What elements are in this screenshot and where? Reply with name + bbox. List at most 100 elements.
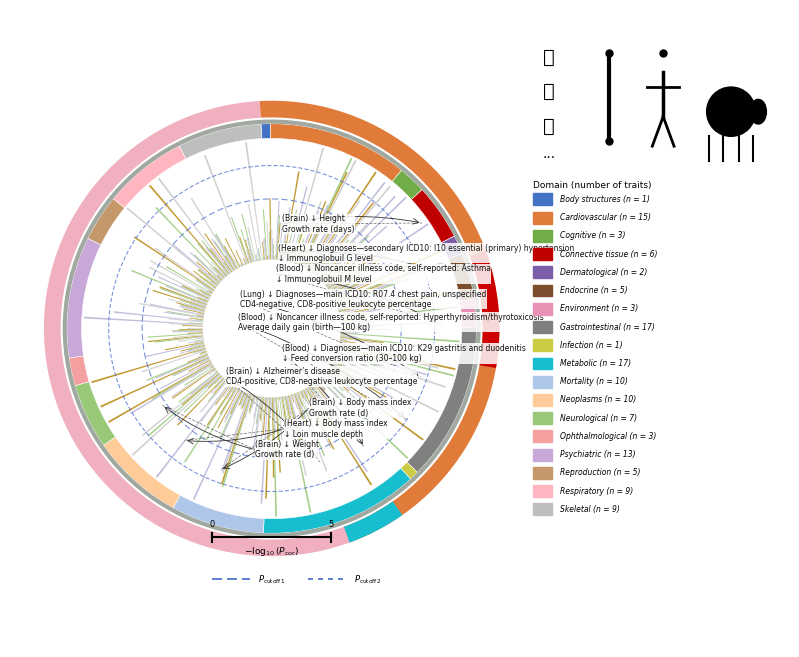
Wedge shape <box>340 319 356 321</box>
Wedge shape <box>302 390 332 448</box>
Wedge shape <box>329 367 354 384</box>
Wedge shape <box>324 261 350 284</box>
Wedge shape <box>191 300 207 306</box>
Wedge shape <box>322 375 354 405</box>
Wedge shape <box>149 267 210 298</box>
Wedge shape <box>190 304 205 309</box>
Wedge shape <box>182 325 203 327</box>
Wedge shape <box>303 243 316 267</box>
Wedge shape <box>308 387 316 400</box>
Wedge shape <box>339 345 348 348</box>
Wedge shape <box>177 296 206 307</box>
Wedge shape <box>327 283 333 287</box>
Text: $P_\mathrm{cutoff\,1}$: $P_\mathrm{cutoff\,1}$ <box>258 573 286 585</box>
Wedge shape <box>333 279 368 297</box>
Wedge shape <box>240 392 246 405</box>
Wedge shape <box>336 355 343 358</box>
Wedge shape <box>300 391 306 401</box>
Wedge shape <box>225 259 233 272</box>
Wedge shape <box>321 376 324 380</box>
Wedge shape <box>283 397 287 420</box>
Wedge shape <box>310 386 368 472</box>
Wedge shape <box>323 267 340 283</box>
Wedge shape <box>263 256 264 260</box>
Wedge shape <box>314 263 324 275</box>
Wedge shape <box>336 352 355 359</box>
Wedge shape <box>307 388 316 401</box>
Wedge shape <box>331 363 348 373</box>
Wedge shape <box>148 374 220 436</box>
Wedge shape <box>282 241 286 260</box>
Wedge shape <box>340 317 344 318</box>
Wedge shape <box>181 345 205 351</box>
Text: Endocrine (n = 5): Endocrine (n = 5) <box>560 286 627 295</box>
Wedge shape <box>230 388 237 401</box>
Wedge shape <box>339 343 455 370</box>
Wedge shape <box>228 385 233 392</box>
Wedge shape <box>329 223 428 290</box>
Wedge shape <box>215 376 223 384</box>
Wedge shape <box>201 240 229 275</box>
Wedge shape <box>319 196 396 279</box>
Wedge shape <box>319 378 346 406</box>
Wedge shape <box>316 185 391 276</box>
Wedge shape <box>191 365 213 378</box>
Text: (Heart) ↓ Diagnoses—secondary ICD10: I10 essential (primary) hypertension
↓ Immu: (Heart) ↓ Diagnoses—secondary ICD10: I10… <box>278 244 574 263</box>
Bar <box>533 248 552 260</box>
Wedge shape <box>251 396 259 436</box>
Wedge shape <box>155 336 203 343</box>
Wedge shape <box>325 276 336 285</box>
Wedge shape <box>316 380 325 390</box>
Wedge shape <box>335 290 358 301</box>
Wedge shape <box>264 238 266 260</box>
Text: (Blood) ↓ Diagnoses—main ICD10: K29 gastritis and duodenitis
↓ Feed conversion r: (Blood) ↓ Diagnoses—main ICD10: K29 gast… <box>282 344 526 363</box>
Wedge shape <box>188 346 205 351</box>
Wedge shape <box>241 393 248 409</box>
Wedge shape <box>332 363 405 405</box>
Wedge shape <box>256 396 257 397</box>
Wedge shape <box>145 343 205 357</box>
Wedge shape <box>256 254 258 261</box>
Wedge shape <box>326 371 384 416</box>
Text: Neurological (n = 7): Neurological (n = 7) <box>560 414 637 422</box>
Wedge shape <box>260 397 268 504</box>
Wedge shape <box>340 334 348 335</box>
Bar <box>533 394 552 406</box>
Wedge shape <box>252 395 253 397</box>
Wedge shape <box>187 354 208 363</box>
Wedge shape <box>172 368 216 399</box>
Wedge shape <box>225 238 240 267</box>
Wedge shape <box>215 384 231 405</box>
Text: 0: 0 <box>209 520 215 529</box>
Wedge shape <box>260 397 265 443</box>
Wedge shape <box>260 397 264 420</box>
Wedge shape <box>332 361 353 373</box>
Wedge shape <box>222 394 250 474</box>
Wedge shape <box>240 258 244 265</box>
Wedge shape <box>276 397 281 472</box>
Circle shape <box>205 261 339 396</box>
Wedge shape <box>332 286 347 296</box>
Wedge shape <box>205 352 207 353</box>
Wedge shape <box>189 323 203 324</box>
Wedge shape <box>281 237 285 260</box>
Wedge shape <box>227 382 229 384</box>
Wedge shape <box>338 300 381 311</box>
Wedge shape <box>304 252 312 267</box>
Wedge shape <box>178 329 203 330</box>
Wedge shape <box>328 249 384 289</box>
Wedge shape <box>195 337 203 338</box>
Wedge shape <box>312 384 319 394</box>
Wedge shape <box>180 300 206 308</box>
Wedge shape <box>248 395 254 412</box>
Wedge shape <box>180 304 205 311</box>
Wedge shape <box>304 250 314 268</box>
Bar <box>533 413 552 424</box>
Wedge shape <box>306 388 336 437</box>
Wedge shape <box>158 276 209 300</box>
Wedge shape <box>312 384 316 390</box>
Wedge shape <box>338 298 378 310</box>
Wedge shape <box>201 381 227 413</box>
Wedge shape <box>330 365 354 381</box>
Wedge shape <box>191 198 236 270</box>
